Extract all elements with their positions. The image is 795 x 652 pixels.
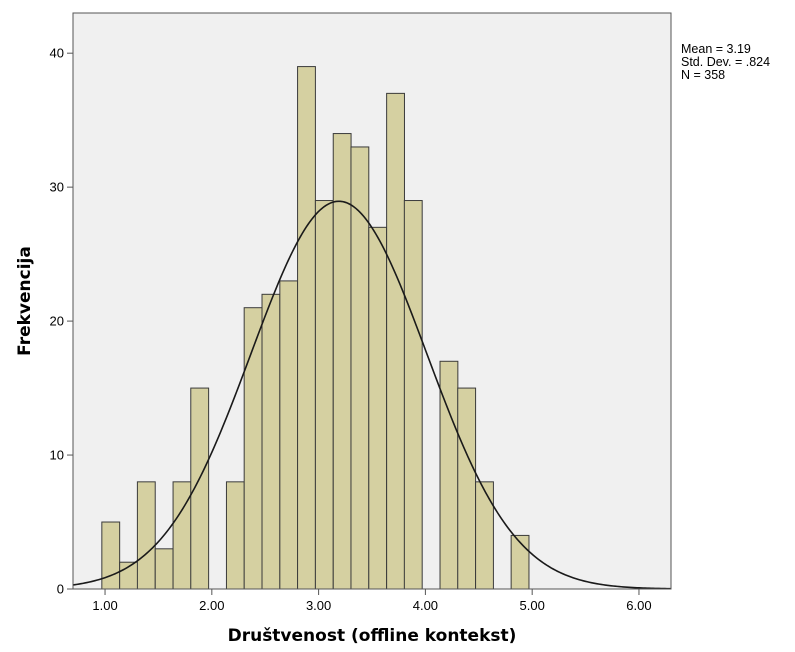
y-axis: 0 10 20 30 40 [50, 46, 73, 597]
histogram-bar-14 [368, 226, 388, 590]
histogram-bar-6 [225, 481, 245, 590]
y-tick-label-2: 20 [50, 314, 64, 329]
histogram-bar-18 [457, 387, 477, 590]
plot-frame [72, 12, 672, 590]
x-tick-label-4: 5.00 [520, 598, 545, 613]
x-tick-label-1: 2.00 [199, 598, 224, 613]
stats-line-1: Std. Dev. = .824 [681, 55, 770, 69]
y-tick-label-0: 0 [57, 582, 64, 597]
stats-line-0: Mean = 3.19 [681, 42, 751, 56]
x-tick-label-2: 3.00 [306, 598, 331, 613]
histogram-bar-2 [136, 481, 156, 590]
y-tick-label-3: 30 [50, 180, 64, 195]
y-tick-label-4: 40 [50, 46, 64, 61]
histogram-bar-16 [403, 200, 423, 590]
histogram-bar-11 [314, 200, 334, 590]
histogram-bar-0 [101, 521, 121, 590]
histogram-bar-10 [297, 66, 316, 590]
histogram-bar-3 [154, 548, 174, 590]
x-tick-label-3: 4.00 [413, 598, 438, 613]
histogram-bar-8 [261, 293, 281, 590]
histogram-bar-19 [475, 481, 494, 590]
y-axis-title: Frekvencija [15, 246, 35, 356]
x-tick-label-0: 1.00 [92, 598, 117, 613]
y-tick-label-1: 10 [50, 448, 64, 463]
x-axis-title: Društvenost (offline kontekst) [228, 626, 517, 646]
x-tick-label-5: 6.00 [626, 598, 651, 613]
normal-curve [72, 200, 672, 590]
histogram-bar-15 [386, 92, 405, 590]
x-axis: 1.00 2.00 3.00 4.00 5.00 6.00 [92, 589, 652, 613]
stats-line-2: N = 358 [681, 68, 725, 82]
histogram-bar-9 [279, 280, 299, 590]
